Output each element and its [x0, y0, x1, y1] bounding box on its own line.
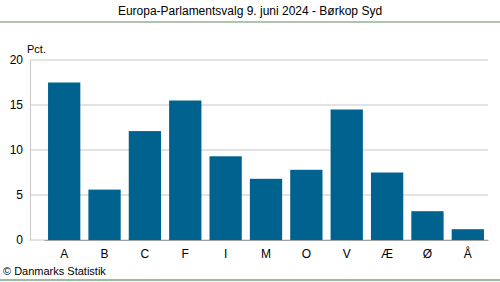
x-tick-label: A: [60, 247, 68, 261]
grid: [30, 60, 488, 240]
grid-line: [30, 105, 488, 106]
y-tick: 0: [16, 233, 30, 247]
x-tick: M: [261, 240, 271, 261]
x-tick: Æ: [381, 240, 393, 261]
x-tick-label: I: [224, 247, 227, 261]
bar: [88, 190, 120, 240]
y-tick: 15: [10, 98, 30, 112]
x-tick-label: C: [141, 247, 150, 261]
x-tick: F: [182, 240, 189, 261]
y-tick: 5: [16, 188, 30, 202]
x-axis-line: [45, 240, 489, 241]
bars: [48, 83, 484, 241]
x-axis: ABCFIMOVÆØÅ: [45, 240, 489, 261]
x-tick: V: [343, 240, 351, 261]
grid-line: [30, 150, 488, 151]
y-tick-label: 5: [16, 188, 23, 202]
x-tick-label: O: [302, 247, 311, 261]
x-tick-label: Ø: [423, 247, 432, 261]
bar: [452, 229, 484, 240]
y-axis-title: Pct.: [27, 43, 46, 55]
y-tick: 10: [10, 143, 30, 157]
bar: [371, 173, 403, 241]
x-tick-label: Æ: [381, 247, 393, 261]
x-tick-label: M: [261, 247, 271, 261]
chart: Europa-Parlamentsvalg 9. juni 2024 - Bør…: [0, 0, 500, 282]
y-tick-label: 10: [10, 143, 24, 157]
x-tick-label: F: [182, 247, 189, 261]
bar: [290, 170, 322, 240]
bar: [209, 156, 241, 240]
x-tick: Ø: [423, 240, 432, 261]
x-tick: C: [141, 240, 150, 261]
source: © Danmarks Statistik: [3, 265, 106, 277]
x-tick: Å: [464, 240, 472, 261]
y-tick: 20: [10, 53, 30, 67]
x-tick-label: B: [101, 247, 109, 261]
title: Europa-Parlamentsvalg 9. juni 2024 - Bør…: [118, 4, 382, 18]
x-tick: O: [302, 240, 311, 261]
bar: [129, 131, 161, 240]
y-tick-label: 0: [16, 233, 23, 247]
bar: [411, 211, 443, 240]
grid-line: [30, 60, 488, 61]
x-tick: I: [224, 240, 227, 261]
bar: [169, 101, 201, 241]
header-rule: [0, 22, 500, 23]
bar: [250, 179, 282, 240]
bar: [331, 110, 363, 241]
y-axis: 0 5 10 15 20: [10, 53, 31, 247]
y-tick-label: 20: [10, 53, 24, 67]
y-tick-label: 15: [10, 98, 24, 112]
bar: [48, 83, 80, 241]
y-axis-line: [30, 61, 31, 241]
x-tick: A: [60, 240, 68, 261]
footer-rule: [0, 280, 500, 281]
x-tick: B: [101, 240, 109, 261]
x-tick-label: Å: [464, 246, 472, 261]
x-tick-label: V: [343, 247, 351, 261]
